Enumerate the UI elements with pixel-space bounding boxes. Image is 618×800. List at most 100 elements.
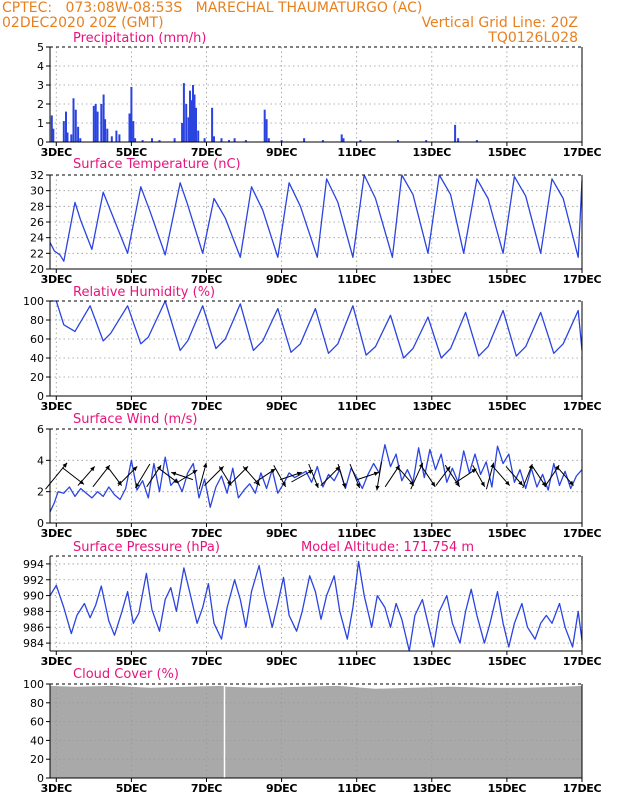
x-tick-label: 13DEC [413,527,452,540]
precip-bar [130,86,133,142]
precip-bar [94,104,97,142]
precip-bar [173,138,176,142]
precip-bar [203,138,206,142]
y-tick-label: 4 [37,454,44,467]
precip-bar [151,138,153,142]
y-tick-label: 990 [23,590,44,603]
x-tick-label: 7DEC [191,527,222,540]
wind-arrow-head [355,483,360,488]
x-tick-label: 15DEC [488,273,527,286]
x-tick-label: 11DEC [337,782,376,795]
y-tick-label: 6 [37,423,44,436]
x-tick-label: 3DEC [41,527,72,540]
precip-bar [104,119,107,142]
meteogram-header: CPTEC: 073:08W-08:53S MARECHAL THAUMATUR… [0,0,618,45]
series-line [49,444,583,513]
wind-arrow [320,466,341,486]
panel-surface-wind-m-s: 0 2 4 6 3DEC 5DEC 7DEC 9DEC 11DEC 13DEC 15DEC 17DEC… [37,412,602,540]
y-tick-label: 988 [23,605,44,618]
y-tick-label: 992 [23,574,44,587]
precip-bar [70,134,73,142]
wind-arrow-head [192,470,198,475]
y-tick-label: 100 [23,678,44,691]
panel-title: Precipitation (mm/h) [73,31,206,46]
x-tick-label: 15DEC [488,146,527,159]
panel-title: Surface Wind (m/s) [73,412,197,427]
precip-bar [190,100,193,142]
y-tick-label: 40 [30,352,44,365]
precip-bar [79,138,82,142]
y-tick-label: 4 [37,60,44,73]
series-line [49,560,583,652]
precip-bar [425,140,428,142]
y-tick-label: 80 [30,697,44,710]
panel-cloud-cover: 0 20 40 60 80 100 3DEC 5DEC 7DEC 9DEC 11DEC 13DEC 15… [23,667,602,795]
precip-bar [50,115,53,142]
precip-bar [181,123,184,142]
precip-bar [213,136,215,142]
wind-arrow-head [314,483,319,488]
precip-bar [106,128,109,142]
y-tick-label: 986 [23,621,44,634]
wind-arrow-head [270,468,276,474]
precip-bar [303,138,306,142]
precip-bar [134,138,137,142]
wind-arrow-head [373,471,379,476]
wind-arrow [62,467,85,485]
x-tick-label: 15DEC [488,400,527,413]
x-tick-label: 13DEC [413,146,452,159]
y-tick-label: 0 [37,517,44,530]
precip-bar [66,132,69,142]
precip-bar [52,128,55,142]
wind-arrow [410,462,424,490]
wind-arrow [198,462,207,490]
x-tick-label: 13DEC [413,273,452,286]
wind-arrow [376,461,383,491]
y-tick-label: 0 [37,136,44,149]
precip-bar [397,140,399,142]
precip-bar [340,134,343,142]
wind-arrow-head [62,462,68,468]
x-tick-label: 5DEC [116,400,147,413]
y-tick-label: 22 [30,247,44,260]
precip-bar [72,98,75,142]
precip-bar [454,124,457,142]
panel-precipitation-mm-h: 0 1 2 3 4 5 3DEC 5DEC 7DEC 9DEC 11DEC 13DEC 15DEC 17D… [37,31,602,159]
wind-arrow-head [135,483,140,488]
wind-arrow [117,466,138,486]
x-tick-label: 17DEC [563,655,602,668]
panel-title: Surface Pressure (hPa) [73,540,220,555]
precip-bar [128,113,131,142]
cloud-cover-area [50,685,582,778]
model-run-time: 02DEC2020 20Z (GMT) [2,15,164,31]
x-tick-label: 7DEC [191,146,222,159]
x-tick-label: 7DEC [191,273,222,286]
precip-bar [115,130,118,142]
precip-bar [92,105,95,142]
precip-bar [233,138,236,142]
x-tick-label: 5DEC [116,655,147,668]
wind-arrow-head [568,480,574,486]
wind-arrow-head [132,466,138,472]
wind-arrow [92,464,111,488]
wind-arrow-head [518,480,523,486]
precip-bar [182,83,185,142]
precip-bar [192,85,194,142]
precip-bar [280,140,283,142]
x-tick-label: 17DEC [563,782,602,795]
precip-bar [193,94,196,142]
x-tick-label: 5DEC [116,782,147,795]
precip-bar [158,140,161,142]
y-tick-label: 32 [30,169,44,182]
precip-bar [195,107,197,142]
model-altitude-label: Model Altitude: 171.754 m [301,540,474,555]
wind-arrow [228,466,249,486]
x-tick-label: 5DEC [116,273,147,286]
y-tick-label: 3 [37,79,44,92]
precip-bar [77,126,80,142]
precip-bar [244,140,247,142]
wind-arrow-head [296,471,302,476]
precip-bar [189,90,191,142]
precip-bar [228,140,230,142]
x-tick-label: 9DEC [266,273,297,286]
